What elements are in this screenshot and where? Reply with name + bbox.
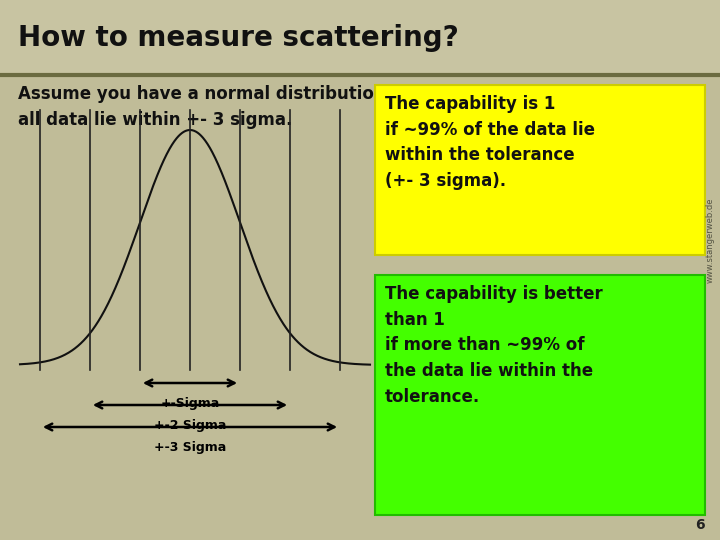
Bar <box>375 275 705 515</box>
Text: Assume you have a normal distribution – then 99%  of
all data lie within +- 3 si: Assume you have a normal distribution – … <box>18 85 524 130</box>
Bar <box>375 85 705 255</box>
Bar <box>0 0 720 75</box>
Text: The capability is better
than 1
if more than ~99% of
the data lie within the
tol: The capability is better than 1 if more … <box>385 285 603 406</box>
Text: +-3 Sigma: +-3 Sigma <box>154 441 226 454</box>
Text: www.stangerweb.de: www.stangerweb.de <box>706 197 714 283</box>
Text: How to measure scattering?: How to measure scattering? <box>18 24 459 51</box>
Bar <box>0 75 720 540</box>
Text: The capability is 1
if ~99% of the data lie
within the tolerance
(+- 3 sigma).: The capability is 1 if ~99% of the data … <box>385 95 595 190</box>
Text: +-2 Sigma: +-2 Sigma <box>154 419 226 432</box>
Text: +-Sigma: +-Sigma <box>161 397 220 410</box>
Text: 6: 6 <box>696 518 705 532</box>
